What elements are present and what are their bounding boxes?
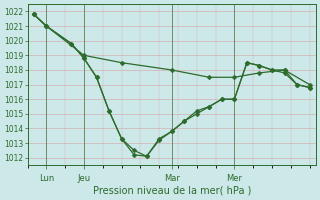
- X-axis label: Pression niveau de la mer( hPa ): Pression niveau de la mer( hPa ): [92, 186, 251, 196]
